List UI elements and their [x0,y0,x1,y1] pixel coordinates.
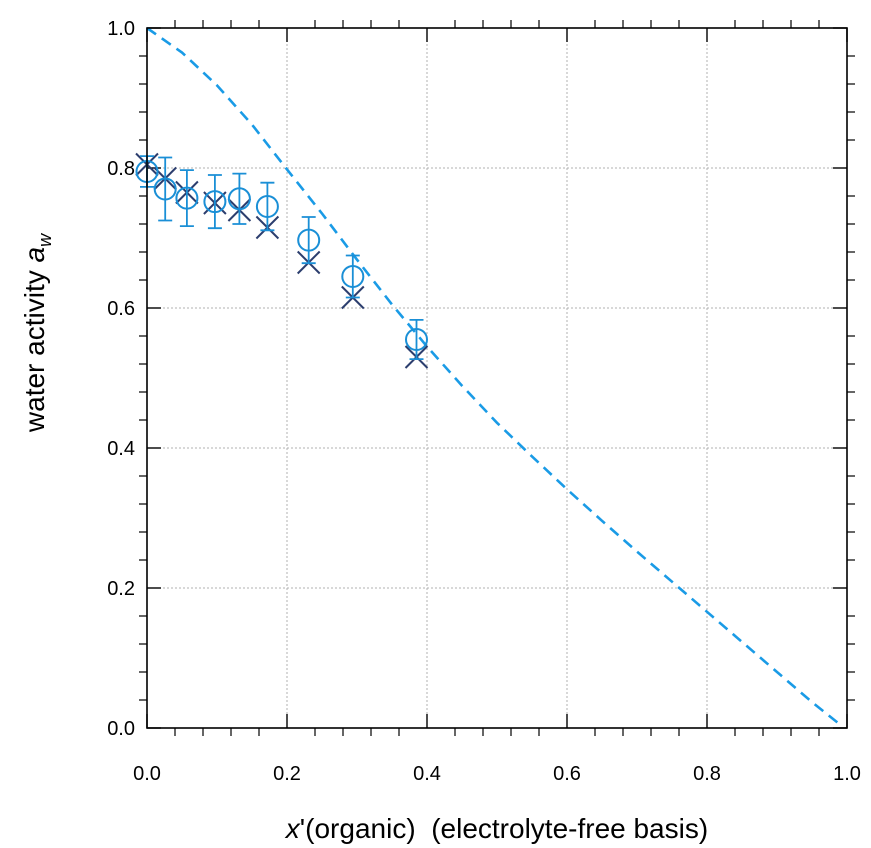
y-axis-label-variable: a [19,247,50,263]
circle-point [405,328,428,351]
error-bar [179,169,194,227]
circle-point [255,195,279,218]
error-bar [232,172,247,225]
y-axis-label: water activity aw [19,233,55,433]
y-tick-label: 0.6 [107,298,135,320]
y-axis-label-text: water activity [19,262,50,433]
x-tick-label: 0.8 [693,763,721,785]
y-tick-label: 0.4 [107,438,135,460]
error-bar [301,216,316,265]
y-tick-label: 0.0 [107,718,135,740]
x-axis-label-prime: ' [300,813,305,844]
y-tick-label: 0.8 [107,158,135,180]
circle-point [153,177,177,201]
dashed-line-series [146,26,841,726]
error-bar [207,174,222,230]
circle-point [227,187,251,211]
circle-point [341,265,365,288]
x-axis-label-variable: x [284,813,301,844]
error-bar [409,319,424,360]
y-axis-label-subscript: w [35,233,55,247]
x-tick-label: 0.0 [133,763,161,785]
error-bar [158,156,173,222]
error-bar [260,181,275,232]
grid-lines [147,28,847,728]
x-tick-label: 0.2 [273,763,301,785]
error-bar [345,254,360,299]
circle-point [297,228,321,252]
plot-frame [146,27,848,729]
x-tick-label: 1.0 [833,763,861,785]
tick-labels: 0.0 0.2 0.4 0.6 0.8 1.0 0.0 0.2 0.4 0.6 0.8 1.0 [107,18,861,785]
x-tick-label: 0.4 [413,763,441,785]
y-tick-label: 0.2 [107,578,135,600]
circle-point [203,190,227,214]
y-tick-label: 1.0 [107,18,135,40]
x-tick-label: 0.6 [553,763,581,785]
x-axis-label-text: (organic) (electrolyte-free basis) [305,813,708,844]
axis-ticks [139,20,855,736]
circle-point [175,186,199,210]
data-series [135,26,841,726]
x-axis-label: x'(organic) (electrolyte-free basis) [284,813,708,844]
